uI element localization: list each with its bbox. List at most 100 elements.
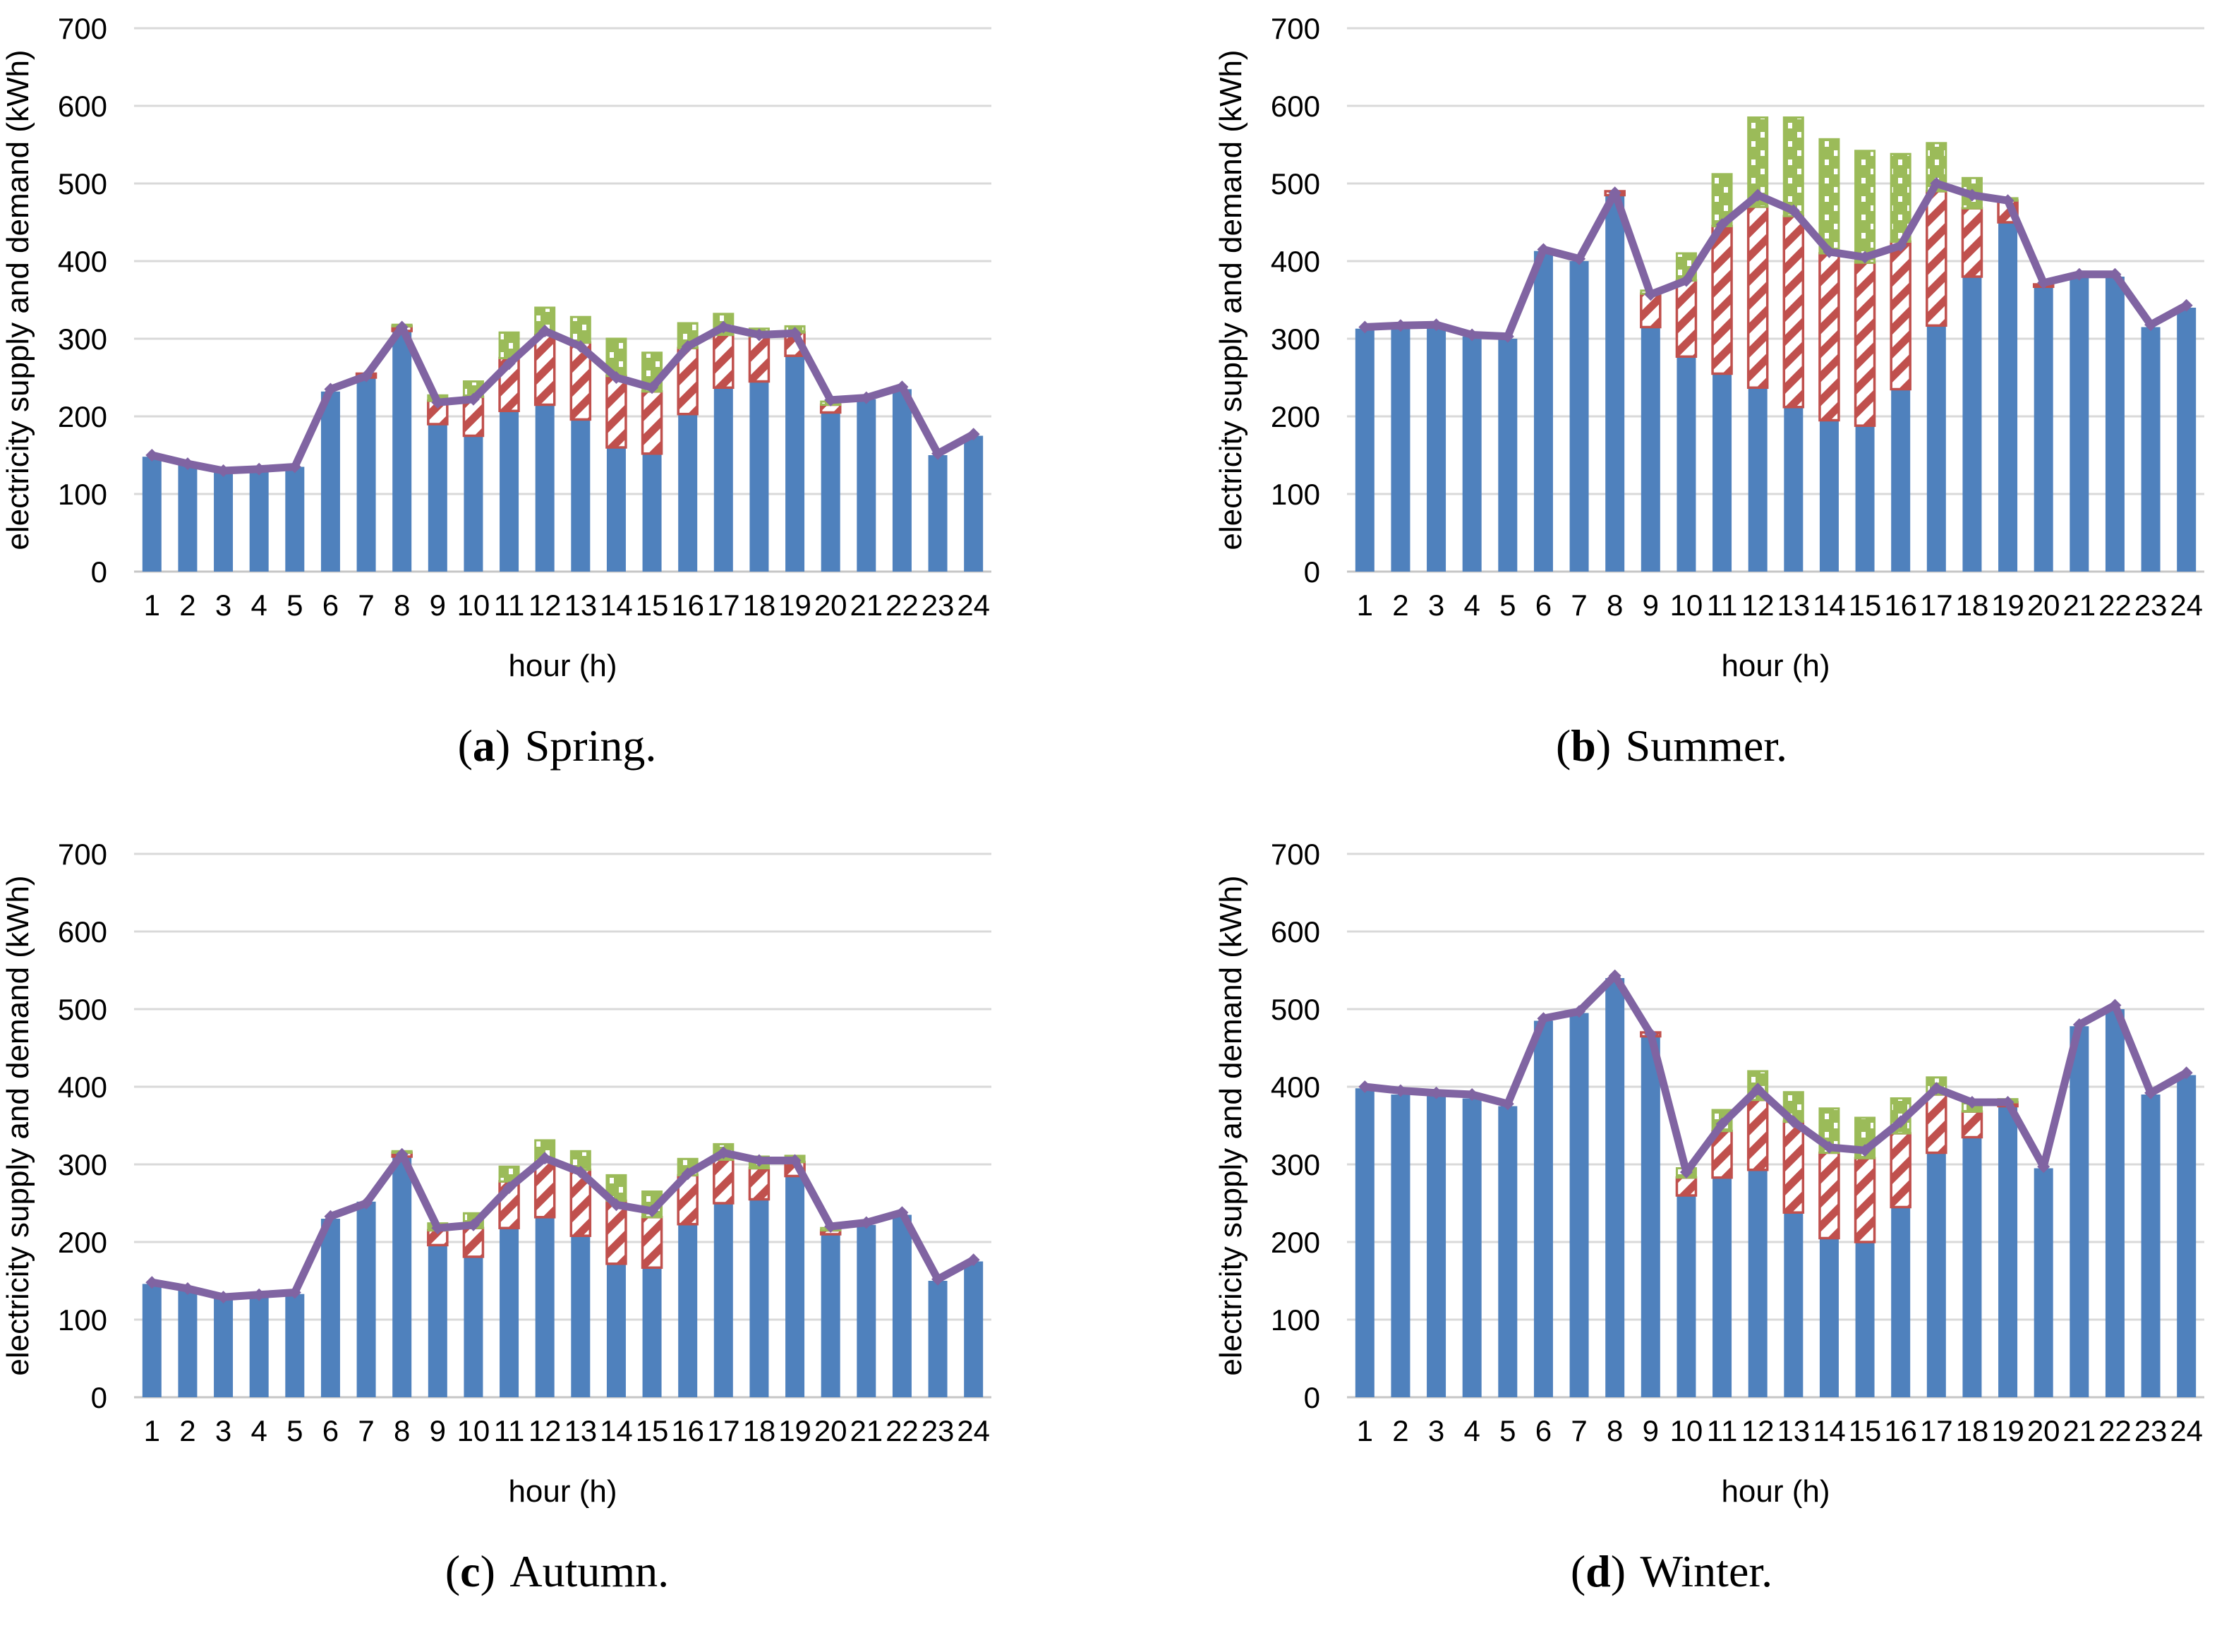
panel-autumn: 0 100 200 300 400 500 600 700 electricity supply… xyxy=(0,826,1114,1652)
line-marker-h23 xyxy=(2144,1086,2158,1099)
bar-red-hatch-h10 xyxy=(462,1226,485,1258)
bar-blue-h12 xyxy=(535,404,555,572)
x-tick-label-12: 12 xyxy=(1741,1414,1775,1447)
line-marker-h22 xyxy=(2108,999,2122,1012)
line-marker-h4 xyxy=(1466,1088,1479,1101)
line-marker-h11 xyxy=(502,357,516,370)
bar-blue-h3 xyxy=(1427,1095,1446,1397)
chart-summer: 0 100 200 300 400 500 600 700 electricity supply… xyxy=(1214,12,2204,683)
x-tick-label-20: 20 xyxy=(2027,589,2060,622)
bar-blue-h3 xyxy=(214,1298,234,1397)
x-tick-label-1: 1 xyxy=(144,1414,160,1447)
line-marker-h1 xyxy=(145,449,159,462)
y-tick-label-300: 300 xyxy=(1271,322,1320,356)
x-tick-label-10: 10 xyxy=(457,1414,490,1447)
caption-paren-close: ) xyxy=(495,721,511,771)
x-tick-label-15: 15 xyxy=(636,1414,669,1447)
bar-red-hatch-h9 xyxy=(427,399,449,426)
line-marker-h9 xyxy=(431,1222,445,1235)
x-tick-label-13: 13 xyxy=(564,589,597,622)
bar-green-dots-h13 xyxy=(1782,116,1804,217)
y-tick-label-700: 700 xyxy=(58,12,107,45)
x-tick-label-17: 17 xyxy=(707,1414,740,1447)
line-marker-h2 xyxy=(1394,319,1407,332)
x-tick-label-7: 7 xyxy=(358,1414,374,1447)
line-marker-h10 xyxy=(1679,1166,1693,1178)
line-marker-h3 xyxy=(1430,1086,1443,1099)
y-tick-label-500: 500 xyxy=(58,167,107,200)
bar-blue-h24 xyxy=(964,1261,984,1397)
line-marker-h8 xyxy=(395,1147,409,1161)
line-marker-h19 xyxy=(2001,194,2014,207)
bar-blue-h19 xyxy=(1998,222,2018,572)
x-tick-label-20: 20 xyxy=(2027,1414,2060,1447)
line-marker-h17 xyxy=(1930,177,1943,190)
bar-blue-h6 xyxy=(1533,1020,1553,1397)
y-tick-label-200: 200 xyxy=(1271,400,1320,433)
chart-winter: 0 100 200 300 400 500 600 700 electricity supply… xyxy=(1214,838,2204,1509)
line-marker-h16 xyxy=(681,340,694,353)
bar-blue-h4 xyxy=(249,471,269,572)
line-marker-h11 xyxy=(502,1181,516,1194)
bar-red-hatch-h12 xyxy=(1746,1098,1769,1171)
bar-blue-h1 xyxy=(1355,328,1375,572)
line-marker-h1 xyxy=(145,1276,159,1289)
line-marker-h10 xyxy=(1679,274,1693,287)
line-marker-h6 xyxy=(1537,243,1550,256)
x-tick-label-23: 23 xyxy=(2134,1414,2168,1447)
demand-line xyxy=(1360,179,2191,341)
line-marker-h18 xyxy=(752,1154,766,1167)
y-tick-label-0: 0 xyxy=(91,555,107,589)
x-tick-label-11: 11 xyxy=(1707,589,1738,622)
line-marker-h24 xyxy=(2180,299,2193,312)
caption-letter: d xyxy=(1585,1546,1611,1596)
bar-blue-h8 xyxy=(392,331,412,572)
bar-blue-h14 xyxy=(606,447,626,572)
y-tick-label-300: 300 xyxy=(58,322,107,356)
bar-blue-h20 xyxy=(2034,1168,2053,1397)
bar-blue-h14 xyxy=(1819,1238,1839,1397)
bar-blue-h1 xyxy=(1355,1088,1375,1397)
bar-blue-h6 xyxy=(320,391,340,572)
bar-red-hatch-h14 xyxy=(1818,1151,1840,1240)
x-tick-label-8: 8 xyxy=(1607,1414,1623,1447)
line-marker-h2 xyxy=(1394,1084,1407,1097)
bar-blue-h24 xyxy=(964,435,984,572)
line-marker-h21 xyxy=(2072,1018,2086,1031)
x-tick-label-5: 5 xyxy=(1499,1414,1516,1447)
caption-autumn: (c) Autumn. xyxy=(0,1524,1114,1598)
y-tick-label-400: 400 xyxy=(1271,245,1320,278)
x-tick-label-2: 2 xyxy=(179,589,195,622)
bar-blue-h1 xyxy=(142,457,162,572)
x-tick-label-20: 20 xyxy=(814,1414,847,1447)
chart-autumn: 0 100 200 300 400 500 600 700 electricity supply… xyxy=(1,838,991,1509)
x-tick-label-10: 10 xyxy=(457,589,490,622)
line-marker-h24 xyxy=(967,1253,980,1267)
bar-blue-h8 xyxy=(1605,195,1625,572)
line-marker-h21 xyxy=(2072,267,2086,281)
bar-blue-h2 xyxy=(1391,327,1411,572)
x-tick-label-17: 17 xyxy=(1920,1414,1953,1447)
bar-blue-h9 xyxy=(428,424,447,572)
y-tick-label-600: 600 xyxy=(58,915,107,948)
x-tick-label-5: 5 xyxy=(286,589,303,622)
bar-blue-h8 xyxy=(1605,978,1625,1397)
bar-blue-h4 xyxy=(1462,336,1482,572)
x-tick-label-4: 4 xyxy=(251,1414,267,1447)
y-tick-label-400: 400 xyxy=(58,245,107,278)
caption-season: Winter. xyxy=(1640,1546,1773,1596)
y-axis-title: electricity supply and demand (kWh) xyxy=(1,875,35,1375)
x-tick-label-24: 24 xyxy=(2170,1414,2203,1447)
bar-blue-h15 xyxy=(1855,426,1875,572)
x-tick-label-10: 10 xyxy=(1670,589,1703,622)
bar-blue-h14 xyxy=(1819,420,1839,572)
y-tick-label-500: 500 xyxy=(58,993,107,1026)
bar-blue-h18 xyxy=(749,381,769,572)
x-tick-label-16: 16 xyxy=(1884,1414,1917,1447)
x-tick-label-11: 11 xyxy=(494,589,525,622)
bar-blue-h11 xyxy=(500,1228,519,1397)
y-tick-label-600: 600 xyxy=(1271,90,1320,123)
y-axis-title: electricity supply and demand (kWh) xyxy=(1214,49,1248,550)
bar-red-hatch-h13 xyxy=(1782,1120,1805,1214)
x-tick-label-15: 15 xyxy=(636,589,669,622)
